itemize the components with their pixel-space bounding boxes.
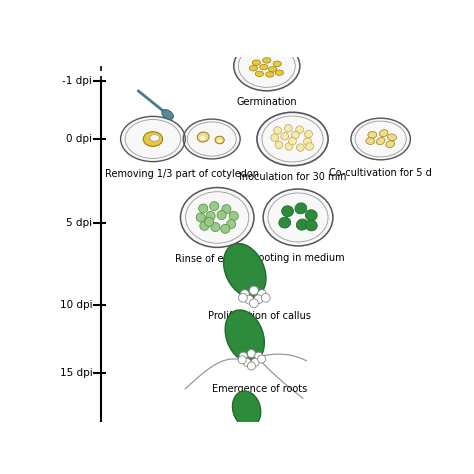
- Ellipse shape: [303, 138, 311, 146]
- Ellipse shape: [197, 132, 209, 142]
- Ellipse shape: [218, 139, 221, 143]
- Ellipse shape: [217, 210, 226, 219]
- Ellipse shape: [281, 133, 289, 140]
- Ellipse shape: [296, 126, 303, 133]
- Ellipse shape: [210, 201, 219, 210]
- Circle shape: [243, 358, 251, 366]
- Ellipse shape: [232, 391, 261, 427]
- Ellipse shape: [285, 143, 293, 150]
- Ellipse shape: [200, 221, 209, 230]
- Ellipse shape: [211, 222, 220, 232]
- Ellipse shape: [249, 65, 257, 71]
- Ellipse shape: [183, 119, 240, 159]
- Ellipse shape: [263, 189, 333, 246]
- Ellipse shape: [306, 143, 313, 150]
- Circle shape: [254, 295, 263, 304]
- Circle shape: [240, 290, 249, 299]
- Ellipse shape: [275, 141, 283, 149]
- Text: Proliferation of callus: Proliferation of callus: [208, 310, 311, 320]
- Ellipse shape: [205, 218, 214, 227]
- Ellipse shape: [273, 127, 282, 134]
- Ellipse shape: [269, 67, 277, 72]
- Ellipse shape: [386, 141, 394, 147]
- Ellipse shape: [271, 134, 279, 141]
- Circle shape: [261, 293, 270, 302]
- Ellipse shape: [206, 211, 215, 220]
- Text: Inoculation for 30 min: Inoculation for 30 min: [239, 172, 346, 182]
- Text: Rinse of explants: Rinse of explants: [175, 254, 259, 264]
- Ellipse shape: [273, 61, 282, 66]
- Ellipse shape: [224, 244, 266, 297]
- Ellipse shape: [376, 137, 385, 145]
- Ellipse shape: [279, 217, 291, 228]
- Ellipse shape: [181, 188, 254, 247]
- Ellipse shape: [120, 117, 185, 162]
- Ellipse shape: [305, 220, 317, 231]
- Ellipse shape: [296, 144, 304, 151]
- Text: 15 dpi: 15 dpi: [60, 368, 92, 378]
- Circle shape: [247, 362, 255, 370]
- Circle shape: [245, 295, 254, 304]
- Ellipse shape: [150, 135, 159, 141]
- Ellipse shape: [366, 138, 375, 145]
- Circle shape: [247, 350, 255, 357]
- Ellipse shape: [305, 130, 312, 138]
- Circle shape: [251, 358, 259, 366]
- Ellipse shape: [284, 125, 292, 132]
- Ellipse shape: [252, 60, 261, 65]
- Text: Co-cultivation for 5 d: Co-cultivation for 5 d: [329, 168, 432, 178]
- Ellipse shape: [282, 206, 293, 217]
- Ellipse shape: [289, 137, 296, 145]
- Ellipse shape: [351, 118, 410, 160]
- Ellipse shape: [257, 112, 328, 166]
- Ellipse shape: [263, 58, 271, 63]
- Text: -1 dpi: -1 dpi: [63, 76, 92, 86]
- Circle shape: [255, 352, 263, 360]
- Ellipse shape: [388, 134, 396, 141]
- Ellipse shape: [200, 136, 205, 140]
- Ellipse shape: [199, 204, 208, 213]
- Ellipse shape: [295, 203, 307, 214]
- Circle shape: [258, 355, 266, 363]
- Text: 10 dpi: 10 dpi: [60, 300, 92, 310]
- Circle shape: [238, 356, 246, 364]
- Ellipse shape: [196, 213, 205, 222]
- Ellipse shape: [260, 64, 268, 70]
- Ellipse shape: [296, 219, 308, 230]
- Circle shape: [257, 290, 266, 299]
- Ellipse shape: [229, 211, 238, 220]
- Ellipse shape: [368, 131, 377, 138]
- Ellipse shape: [227, 219, 236, 228]
- Circle shape: [249, 286, 258, 295]
- Text: Removing 1/3 part of cotyledon: Removing 1/3 part of cotyledon: [105, 169, 259, 179]
- Ellipse shape: [379, 130, 388, 137]
- Text: Rooting in medium: Rooting in medium: [252, 253, 344, 263]
- Text: Emergence of roots: Emergence of roots: [212, 383, 307, 393]
- Circle shape: [238, 293, 247, 302]
- Text: 0 dpi: 0 dpi: [66, 134, 92, 144]
- Ellipse shape: [222, 205, 231, 214]
- Ellipse shape: [215, 136, 224, 144]
- Ellipse shape: [234, 41, 300, 91]
- Ellipse shape: [255, 71, 264, 77]
- Ellipse shape: [265, 72, 274, 77]
- Circle shape: [249, 299, 258, 308]
- Text: Germination: Germination: [237, 97, 297, 108]
- Ellipse shape: [143, 132, 163, 146]
- Ellipse shape: [221, 224, 230, 233]
- Ellipse shape: [162, 109, 173, 119]
- Ellipse shape: [292, 131, 299, 139]
- Circle shape: [239, 352, 247, 360]
- Text: 5 dpi: 5 dpi: [66, 218, 92, 228]
- Ellipse shape: [225, 310, 264, 362]
- Ellipse shape: [275, 70, 283, 75]
- Ellipse shape: [305, 210, 317, 220]
